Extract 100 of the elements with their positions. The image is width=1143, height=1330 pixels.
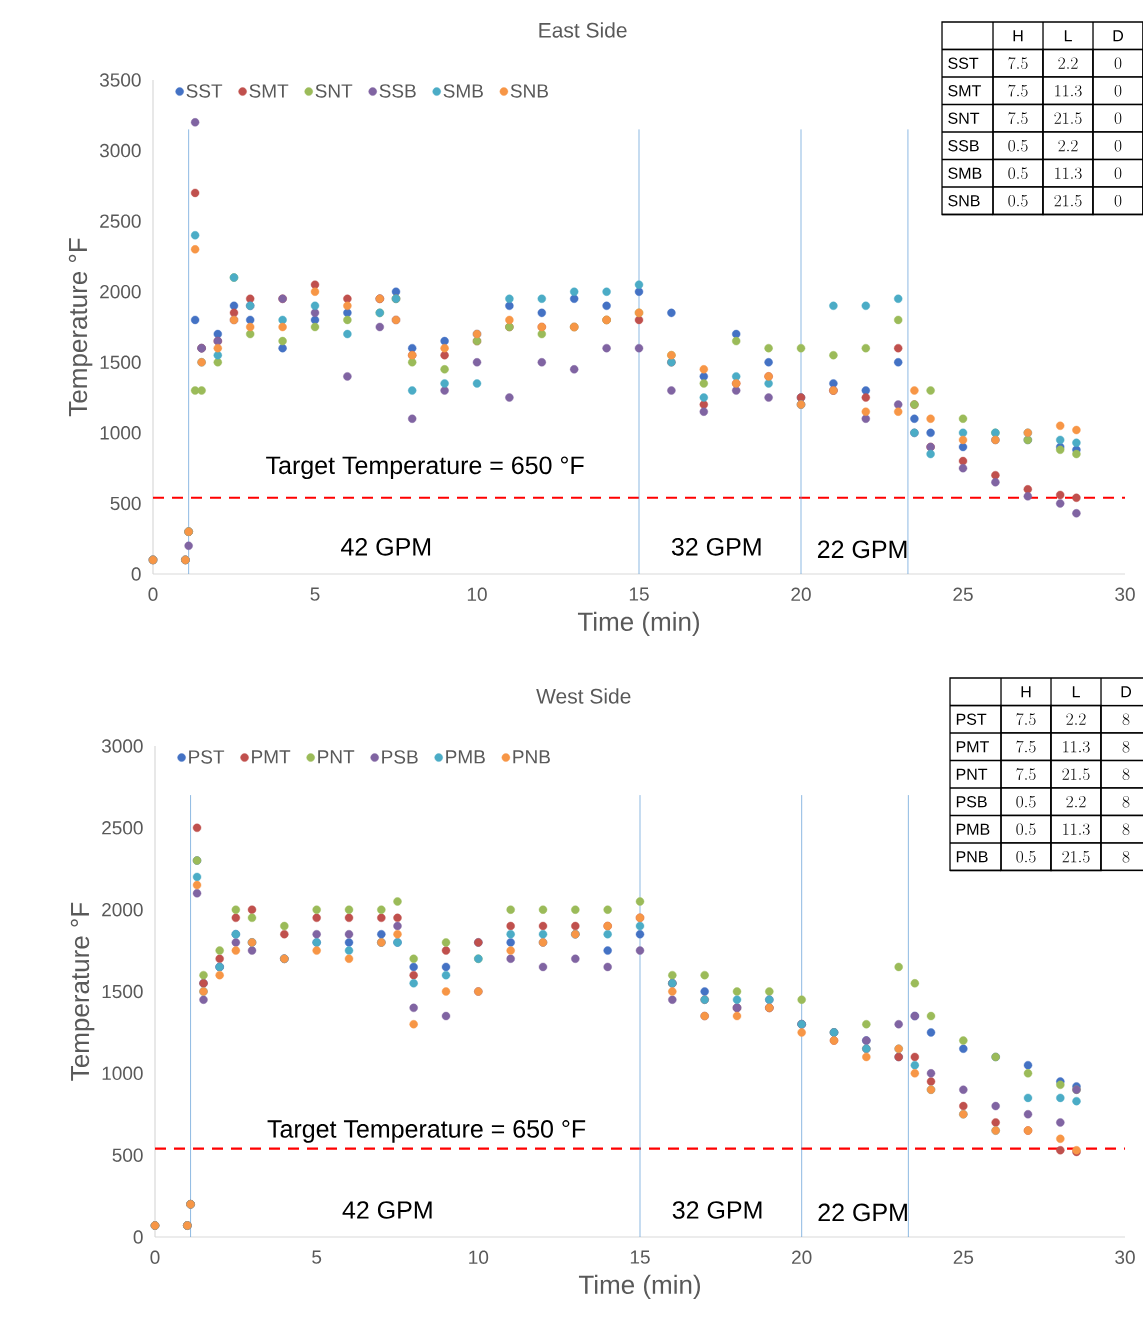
x-tick-label: 10	[467, 587, 487, 601]
y-tick-label: SMT	[948, 85, 981, 97]
x-tick-label: 15	[630, 1250, 650, 1264]
data-label: 2.2	[1066, 795, 1086, 808]
legend-label: PST	[189, 750, 225, 764]
data-label: 7.5	[1016, 713, 1036, 726]
y-tick-label: PNT	[956, 768, 988, 780]
data-label: 8	[1122, 740, 1130, 753]
data-label: 21 .5	[1062, 768, 1090, 781]
data-label: 7.5	[1008, 57, 1028, 70]
x-axis-title: Time (min)	[577, 611, 699, 637]
x-tick-label: H	[1013, 30, 1023, 42]
y-tick-label: SNT	[948, 112, 980, 124]
y-tick-label: 500	[110, 496, 141, 511]
y-axis-title: Temperature °F	[68, 238, 93, 417]
data-label: 2.2	[1058, 57, 1078, 69]
annotation: 22 GPM	[817, 540, 907, 559]
data-label: 7.5	[1008, 84, 1028, 97]
x-tick-label: 0	[150, 1250, 160, 1264]
data-label: 8	[1122, 713, 1130, 726]
data-label: 0	[1114, 167, 1122, 180]
annotation: 32 GPM	[671, 537, 761, 556]
chart-title: West Side	[536, 688, 631, 704]
data-label: 0.5	[1016, 850, 1036, 863]
y-tick-label: 0	[131, 567, 141, 581]
y-tick-label: SSB	[948, 140, 979, 152]
x-tick-label: D	[1113, 30, 1124, 42]
y-tick-label: 2500	[102, 821, 143, 835]
x-tick-label: L	[1064, 30, 1072, 42]
data-label: 11 .3	[1063, 823, 1090, 836]
legend-label: SNB	[510, 84, 548, 98]
data-label: 7.5	[1008, 112, 1028, 125]
x-axis-title: Time (min)	[578, 1274, 700, 1300]
data-label: 7.5	[1016, 740, 1036, 753]
data-label: 0	[1114, 139, 1122, 152]
x-tick-label: 15	[629, 587, 649, 601]
chart-title: East Side	[539, 22, 627, 38]
annotation: 22 GPM	[818, 1203, 907, 1222]
x-tick-label: H	[1021, 686, 1031, 698]
y-tick-label: 3000	[101, 739, 143, 753]
data-label: 7.5	[1016, 768, 1036, 781]
y-tick-label: 500	[112, 1148, 143, 1162]
data-label: 8	[1122, 823, 1130, 836]
data-label: 8	[1122, 795, 1130, 808]
data-label: 2.2	[1066, 713, 1086, 725]
annotation: 42 GPM	[341, 537, 431, 556]
y-tick-label: SST	[948, 57, 979, 69]
legend-label: PNT	[318, 750, 355, 764]
y-axis-title: Temperature °F	[70, 902, 95, 1081]
data-label: 0.5	[1016, 795, 1036, 808]
y-tick-label: SNB	[948, 195, 980, 207]
x-tick-label: 20	[792, 1250, 812, 1264]
y-tick-label: PNB	[956, 851, 988, 863]
data-label: 0	[1114, 57, 1122, 70]
legend-label: PSB	[382, 750, 418, 764]
data-label: 11 .3	[1055, 84, 1082, 97]
y-tick-label: 3000	[99, 143, 141, 158]
data-label: 21 .5	[1054, 112, 1082, 125]
y-tick-label: SMB	[948, 167, 982, 179]
data-label: 2.2	[1058, 139, 1078, 152]
y-tick-label: 1000	[102, 1066, 143, 1081]
data-label: 21 .5	[1054, 194, 1082, 207]
legend-label: SSB	[379, 84, 416, 98]
x-tick-label: 20	[791, 587, 811, 601]
y-tick-label: PMB	[956, 823, 990, 835]
x-tick-label: 5	[310, 587, 320, 601]
data-label: 0.5	[1008, 194, 1028, 207]
legend-label: SMB	[443, 84, 483, 98]
x-tick-label: 30	[1115, 1250, 1135, 1264]
y-tick-label: 2000	[102, 902, 143, 917]
data-label: 0.5	[1008, 139, 1028, 152]
x-tick-label: 25	[953, 587, 973, 601]
x-tick-label: 30	[1115, 587, 1135, 601]
data-label: 8	[1122, 850, 1130, 863]
x-tick-label: 25	[953, 1250, 974, 1264]
annotation: 42 GPM	[342, 1201, 432, 1219]
data-label: 0.5	[1016, 823, 1036, 836]
data-label: 8	[1122, 768, 1130, 781]
y-tick-label: 1500	[100, 355, 141, 369]
legend-label: SST	[186, 84, 223, 98]
y-tick-label: PST	[956, 713, 987, 725]
y-tick-label: PMT	[956, 741, 989, 753]
y-tick-label: 0	[133, 1230, 143, 1244]
data-label: 0	[1114, 112, 1122, 125]
x-tick-label: L	[1072, 686, 1080, 698]
legend-label: SMT	[249, 84, 289, 98]
data-label: 11 .3	[1063, 740, 1090, 753]
legend-label: PMB	[446, 750, 485, 764]
data-label: 0.5	[1008, 167, 1028, 180]
data-label: 0	[1114, 84, 1122, 97]
y-tick-label: 2000	[100, 284, 141, 299]
y-tick-label: 2500	[100, 214, 141, 228]
x-tick-label: D	[1121, 686, 1132, 698]
legend-label: PMT	[252, 750, 291, 764]
y-tick-label: 1500	[102, 984, 143, 999]
annotation: Target Temperature = 650 °F	[266, 456, 584, 480]
legend-label: PNB	[513, 750, 550, 764]
x-tick-label: 10	[469, 1250, 489, 1264]
y-tick-label: 1000	[100, 426, 141, 440]
legend-label: SNT	[315, 84, 353, 98]
